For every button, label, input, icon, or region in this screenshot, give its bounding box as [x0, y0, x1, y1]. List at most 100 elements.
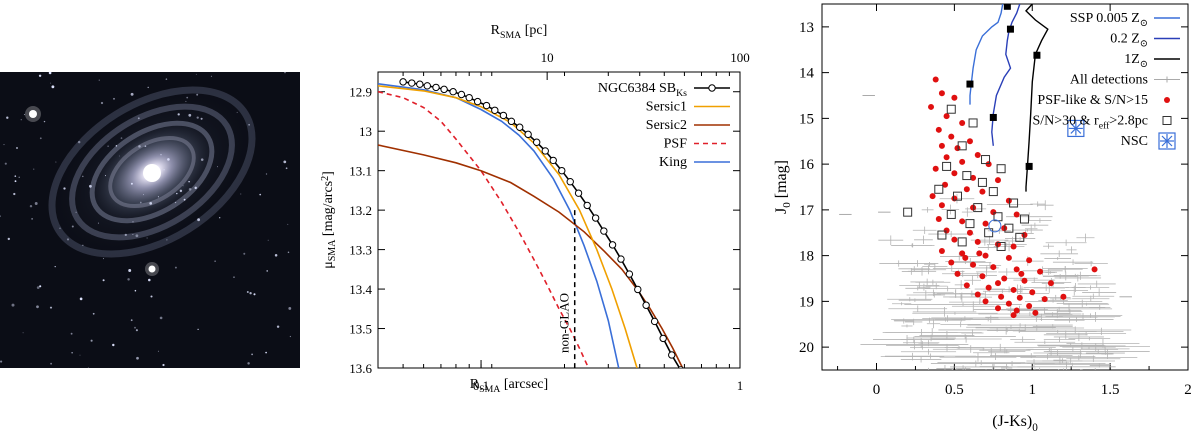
star	[54, 265, 56, 268]
y-tick-label: 17	[799, 203, 815, 219]
psf-like-point	[966, 229, 973, 236]
star	[112, 343, 115, 347]
star	[63, 187, 66, 190]
data-point	[650, 317, 659, 326]
psf-like-point	[932, 76, 939, 83]
psf-like-point	[1026, 302, 1033, 309]
legend-swatch	[1161, 135, 1173, 147]
star	[66, 238, 70, 241]
series-line	[378, 90, 590, 368]
star	[265, 173, 268, 175]
y-tick-label: 13.2	[349, 203, 372, 218]
sn30-point	[903, 207, 913, 217]
star	[18, 176, 20, 178]
psf-like-point	[1010, 243, 1017, 250]
star	[0, 215, 1, 218]
star	[249, 292, 252, 295]
y-tick-label: 13.1	[349, 164, 372, 179]
star	[265, 351, 267, 354]
star	[157, 350, 159, 352]
data-point	[449, 88, 457, 96]
star	[14, 180, 17, 183]
star	[177, 113, 180, 116]
psf-like-point	[1016, 294, 1023, 301]
star	[11, 303, 15, 307]
profile-chart: 0.1 1 10 100 12.9 13 13.1 13.2 13.3 13.4 13.5 13.6 R…	[320, 23, 750, 395]
series-group	[378, 78, 684, 368]
data-point	[668, 351, 676, 359]
data-point	[625, 270, 634, 278]
sn30-point	[988, 187, 998, 197]
star	[38, 74, 42, 78]
psf-like-point	[1005, 300, 1012, 307]
star	[130, 182, 133, 185]
star	[48, 72, 52, 75]
star	[79, 354, 81, 356]
sn30-point	[1019, 214, 1029, 224]
nsc-marker-arm	[1070, 123, 1082, 134]
sn30-point	[937, 230, 947, 240]
psf-like-point	[990, 264, 997, 271]
star	[259, 193, 262, 196]
star	[36, 286, 40, 289]
cmd-chart: 0 0.5 1 1.5 2 13 14 15 16 17 18 19 20 (J-Ks)0 J0 [mag]…	[773, 3, 1192, 432]
star	[150, 295, 153, 298]
data-point	[642, 301, 650, 309]
star	[166, 239, 168, 241]
star	[288, 306, 292, 310]
y-tick-label: 13	[799, 20, 814, 36]
star	[39, 285, 42, 288]
star	[134, 326, 136, 329]
star	[188, 187, 192, 191]
y-tick-label: 12.9	[349, 85, 372, 100]
star	[105, 175, 106, 177]
sn30-point	[973, 203, 983, 213]
sn30-point	[934, 184, 944, 194]
sn30-point	[968, 118, 978, 128]
psf-like-point	[966, 138, 973, 145]
psf-like-point	[1010, 312, 1017, 319]
psf-like-point	[938, 248, 945, 255]
star	[49, 306, 53, 309]
psf-like-point	[938, 142, 945, 149]
star	[136, 356, 139, 360]
x-tick-label: 1	[737, 378, 744, 393]
psf-like-point	[1010, 286, 1017, 293]
psf-like-point	[1032, 309, 1039, 316]
y-tick-label: 13.5	[349, 322, 372, 337]
y-tick-label: 13.6	[349, 361, 372, 376]
star	[285, 167, 288, 170]
star	[124, 233, 127, 237]
star	[115, 145, 118, 147]
psf-like-point	[948, 259, 955, 266]
x-tick-label: 1.5	[1101, 382, 1120, 398]
sn30-point	[946, 209, 956, 219]
sn30-point	[1004, 223, 1014, 233]
psf-like-point	[954, 270, 961, 277]
psf-like-point	[951, 236, 958, 243]
legend-label: PSF-like & S/N>15	[1037, 93, 1148, 108]
star	[253, 293, 256, 296]
x-tick-label: 0.1	[473, 378, 489, 393]
star	[157, 196, 159, 198]
sn30-point	[957, 237, 967, 247]
star	[23, 114, 26, 116]
data-point	[473, 97, 482, 106]
nsc-marker	[1067, 119, 1085, 138]
star	[31, 218, 33, 220]
psf-like-point	[979, 188, 986, 195]
star	[20, 119, 22, 121]
star	[22, 332, 24, 334]
legend-swatch	[1164, 97, 1170, 103]
psf-like-point	[994, 280, 1001, 287]
star	[3, 144, 5, 146]
star	[130, 319, 133, 322]
isochrone-age-marker	[966, 80, 974, 88]
star	[132, 234, 134, 236]
sn30-point	[996, 241, 1006, 251]
sn30-point	[996, 164, 1006, 174]
star	[130, 92, 134, 96]
star	[39, 137, 42, 140]
psf-like-point	[1060, 293, 1067, 300]
data-point	[399, 78, 407, 86]
